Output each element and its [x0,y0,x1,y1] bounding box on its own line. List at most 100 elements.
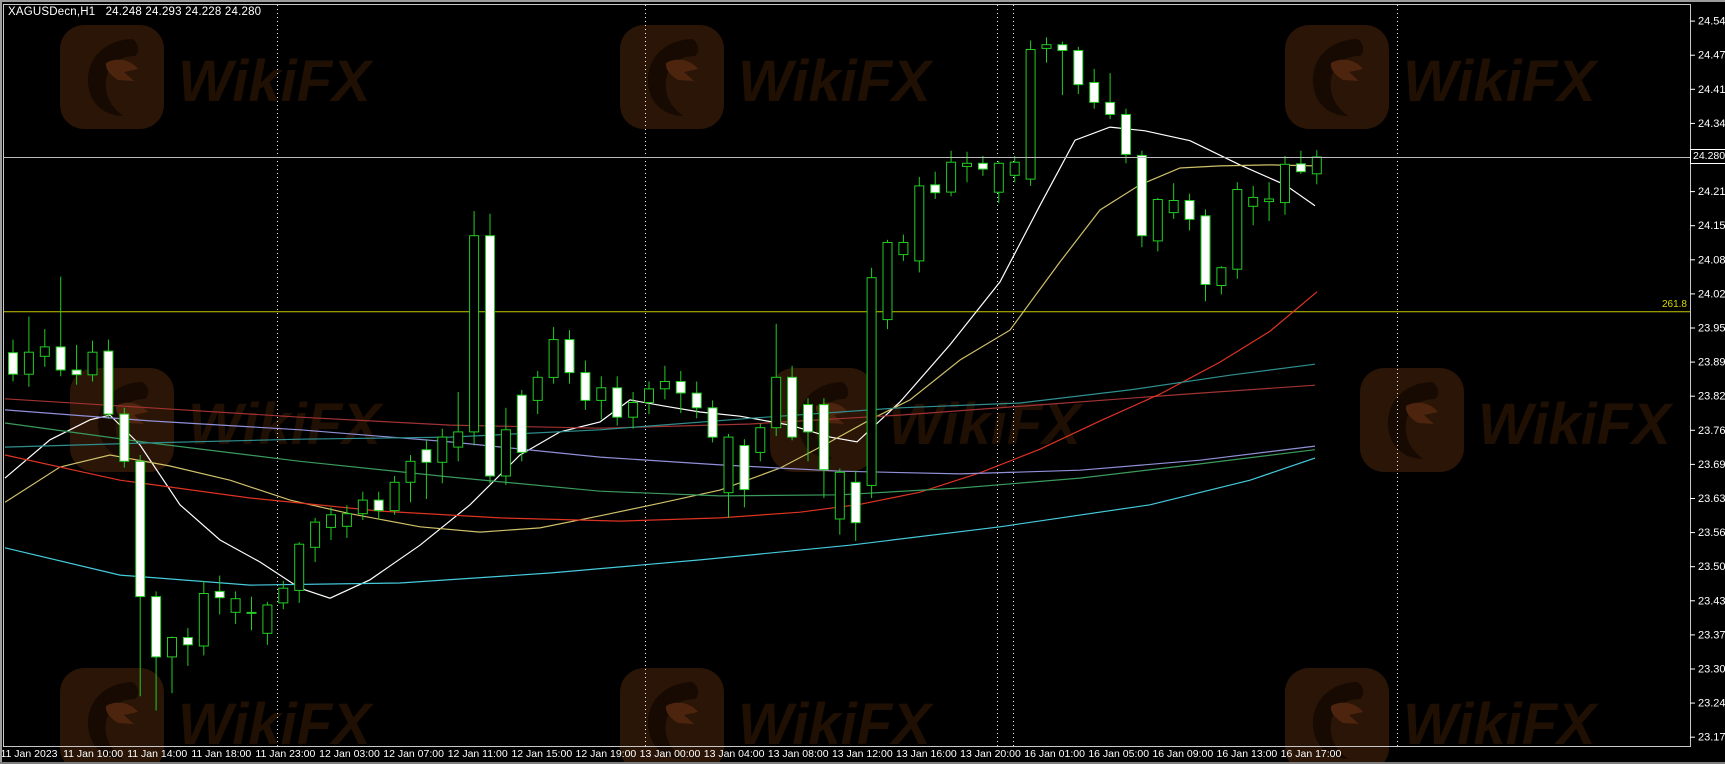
candle-bull [23,351,34,375]
candle-bear [8,352,18,375]
candle-bull [866,277,877,486]
candle-bear [1121,114,1131,155]
time-label: 13 Jan 12:00 [832,748,893,760]
candle-bull [834,471,845,520]
candle-bear [214,590,225,599]
time-label: 12 Jan 11:00 [448,748,508,760]
candle-bull [898,242,909,256]
candle-bear [675,381,686,394]
candle-bull [1232,189,1243,270]
candle-bear [1057,44,1068,52]
candle-bull [914,185,925,262]
time-label: 13 Jan 00:00 [640,748,701,760]
candle-bull [246,611,257,614]
price-tick-label: 24.085 [1698,254,1725,266]
candle-bear [850,481,861,524]
time-label: 16 Jan 01:00 [1024,748,1085,760]
candle-bull [1025,49,1036,180]
candle-bull [1041,44,1052,49]
price-tick-label: 24.020 [1698,288,1725,300]
candle-bull [389,481,400,512]
time-label: 11 Jan 10:00 [63,748,123,760]
price-tick-label: 24.540 [1698,16,1725,28]
price-tick-label: 23.760 [1698,425,1725,437]
candle-bear [135,460,146,598]
symbol-title: XAGUSDecn,H1 24.248 24.293 24.228 24.280 [8,6,262,18]
price-tick-label: 24.345 [1698,118,1725,130]
time-label: 11 Jan 2023 [0,748,57,760]
candle-bear [119,413,130,462]
candle-bull [294,543,305,591]
candle-bear [977,162,988,170]
candle-bear [421,449,432,463]
candle-bear [691,392,702,409]
window-bottom-edge [0,762,1725,764]
time-label: 12 Jan 07:00 [383,748,444,760]
candle-bear [1295,163,1306,173]
price-tick-label: 23.370 [1698,629,1725,641]
candle-bull [771,376,782,429]
candle-bull [453,431,464,448]
candle-bull [1311,156,1322,175]
candle-bear [564,339,575,374]
candle-bear [739,445,750,491]
ma-fast-white [4,126,1316,599]
candle-bear [71,369,82,376]
candle-bear [930,184,941,194]
time-label: 16 Jan 13:00 [1217,748,1278,760]
candle-bear [485,235,495,477]
price-tick-label: 23.175 [1698,732,1725,744]
time-label: 16 Jan 09:00 [1152,748,1213,760]
time-label: 16 Jan 05:00 [1088,748,1149,760]
candle-bear [612,387,623,418]
candle-bear [803,404,813,433]
candle-bull [310,521,321,548]
candle-bear [516,394,527,453]
candle-bull [230,598,241,613]
candle-bear [1089,82,1100,103]
time-label: 13 Jan 16:00 [896,748,957,760]
time-label: 12 Jan 15:00 [511,748,572,760]
price-tick-label: 24.410 [1698,84,1725,96]
candle-bear [707,407,718,438]
candle-bear [1136,154,1147,237]
candle-bull [1152,199,1163,242]
candle-bull [341,513,352,527]
fib-261-label: 261.8 [1661,298,1687,310]
price-tick-label: 24.475 [1698,50,1725,62]
candle-bull [993,162,1004,193]
candle-bull [962,162,972,167]
price-tick-label: 23.565 [1698,527,1725,539]
time-label: 13 Jan 20:00 [960,748,1021,760]
candle-bull [1216,267,1227,287]
window-top-edge [0,0,1725,2]
candle-bull [644,388,654,403]
time-label: 12 Jan 19:00 [576,748,637,760]
candle-bull [548,339,559,378]
candle-bull [357,499,368,515]
candle-bear [103,350,114,415]
time-label: 12 Jan 03:00 [319,748,380,760]
candle-bull [1264,198,1275,203]
price-tick-label: 23.435 [1698,595,1725,607]
candle-bull [596,387,607,401]
candle-bull [437,436,448,463]
candle-bull [405,460,416,483]
candle-bear [1073,50,1084,86]
time-label: 11 Jan 14:00 [127,748,187,760]
candle-bear [55,346,66,371]
candle-bull [1168,200,1179,214]
time-label: 11 Jan 18:00 [191,748,251,760]
time-label: 13 Jan 08:00 [768,748,829,760]
ma-cyan [4,457,1316,586]
candle-bull [659,381,670,390]
ma-green [4,422,1316,497]
candle-bull [326,514,336,528]
candle-bear [787,376,798,438]
candle-bear [151,596,162,658]
candle-bull [882,242,893,321]
candle-bull [469,235,480,433]
price-tick-label: 23.955 [1698,323,1725,335]
